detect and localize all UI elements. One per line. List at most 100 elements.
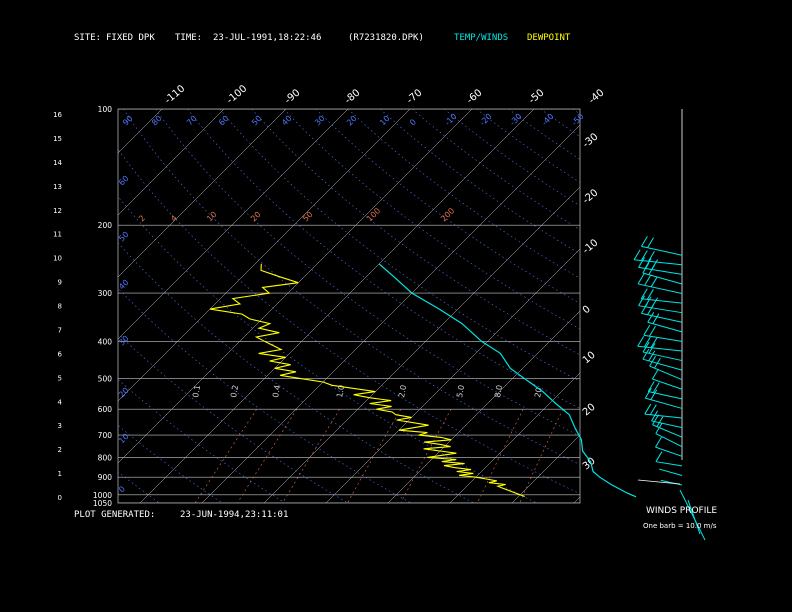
pressure-tick-label: 400 [98,337,113,346]
wind-barb-flag [643,336,651,348]
wind-barb [652,424,683,438]
header-site-value: FIXED DPK [106,33,155,43]
mixing-ratio-line [194,409,257,503]
temp-tick-top: -50 [527,87,547,106]
wind-barb [634,259,683,266]
wind-barb [649,365,683,381]
wind-barb-flag [646,289,654,300]
height-tick-label: 9 [58,279,62,287]
temp-tick-top: -90 [283,87,303,106]
isotherm-line [118,109,225,216]
wind-barb-flag [642,348,650,360]
lower-label: 0.1 [191,384,202,398]
isotherm-line [118,109,287,278]
adiabat-left-label: 50 [117,230,131,244]
lower-label: 2.0 [397,384,408,398]
temp-tick-right: -20 [581,187,601,206]
height-tick-label: 10 [53,255,62,263]
dry-adiabat-line [540,109,580,137]
lower-label: 20 [533,387,544,399]
mixing-ratio-line [237,409,298,503]
dry-adiabat-line [508,109,580,160]
adiabat-left-label: 60 [117,174,131,188]
isotherm-line [201,124,580,503]
height-tick-label: 0 [58,494,62,502]
wind-barb [651,420,683,429]
dry-adiabat-line [187,109,580,409]
mixing-ratio-label: 2 [137,213,147,223]
adiabat-top-label: 20 [345,114,359,128]
wind-barb-flag [652,382,660,393]
wind-barb [660,479,683,486]
wind-barb-flag [644,403,652,415]
wind-barb [659,468,683,476]
adiabat-top-label: 50 [250,114,264,128]
winds-profile [633,109,706,541]
wind-barb-flag [644,275,652,286]
dry-adiabat-line [118,333,349,503]
clipped-grid [0,109,580,503]
wind-barb-flag [651,259,659,270]
dry-adiabat-line [118,424,223,503]
wind-barb [648,390,683,400]
temp-tick-top: -80 [343,87,363,106]
height-tick-label: 15 [53,135,62,143]
wind-barb-flag [648,343,656,354]
wind-barb [642,358,683,371]
wind-barb-flag [650,337,658,348]
dewpoint-line [209,263,525,498]
height-tick-label: 14 [53,159,62,167]
mixing-ratio-line [400,409,452,503]
isotherm-line [0,109,100,503]
wind-barb-flag [649,355,656,367]
legend-dewpoint: DEWPOINT [527,33,571,43]
pressure-tick-label: 1050 [93,499,112,508]
isotherm-line [263,186,580,503]
isotherm-line [573,496,580,503]
mixing-ratio-line [519,409,564,503]
wind-barb-flag [647,237,654,248]
mixing-ratio-label: 100 [365,206,382,223]
wind-barb [687,499,701,535]
lower-label: 0.2 [229,384,240,398]
adiabat-top-label: 0 [408,117,418,127]
isotherm-line [387,310,580,503]
wind-barb [655,433,683,448]
height-tick-label: 11 [53,231,62,239]
height-tick-label: 6 [58,350,63,358]
height-tick-label: 12 [53,207,62,215]
wind-barb-flag [655,436,662,448]
wind-barb-flag [656,416,664,427]
wind-barb [645,397,683,409]
mixing-ratio-label: 50 [301,210,315,224]
temp-tick-right: -10 [581,237,601,256]
adiabat-top-label: -20 [478,112,494,128]
adiabat-left-label: 20 [117,386,131,400]
height-tick-label: 5 [58,374,62,382]
height-tick-label: 1 [58,470,62,478]
wind-barb-flag [652,313,660,324]
dry-adiabat-line [118,242,474,503]
header-time-value: 23-JUL-1991,18:22:46 [213,33,322,43]
height-tick-label: 13 [53,183,62,191]
winds-profile-title: WINDS PROFILE [646,506,718,516]
temp-tick-right: -30 [581,131,601,150]
height-tick-label: 7 [58,326,62,334]
plot-frame [117,108,581,504]
adiabat-top-label: 10 [378,114,392,128]
pressure-tick-label: 200 [98,221,113,230]
temp-tick-right: 30 [581,456,598,473]
wind-barb [637,283,683,295]
wind-barb [679,489,706,541]
lower-label: 5.0 [455,384,466,398]
plot-generated-label: PLOT GENERATED: [74,510,156,520]
mixing-ratio-line [347,409,402,503]
chart-grid [0,108,581,504]
adiabat-top-label: 30 [313,114,327,128]
adiabat-left-label: 40 [117,278,131,292]
wind-barb [647,321,683,333]
wind-barb-flag [644,387,652,399]
adiabat-top-label: -40 [540,112,556,128]
adiabat-top-label: -50 [570,112,586,128]
